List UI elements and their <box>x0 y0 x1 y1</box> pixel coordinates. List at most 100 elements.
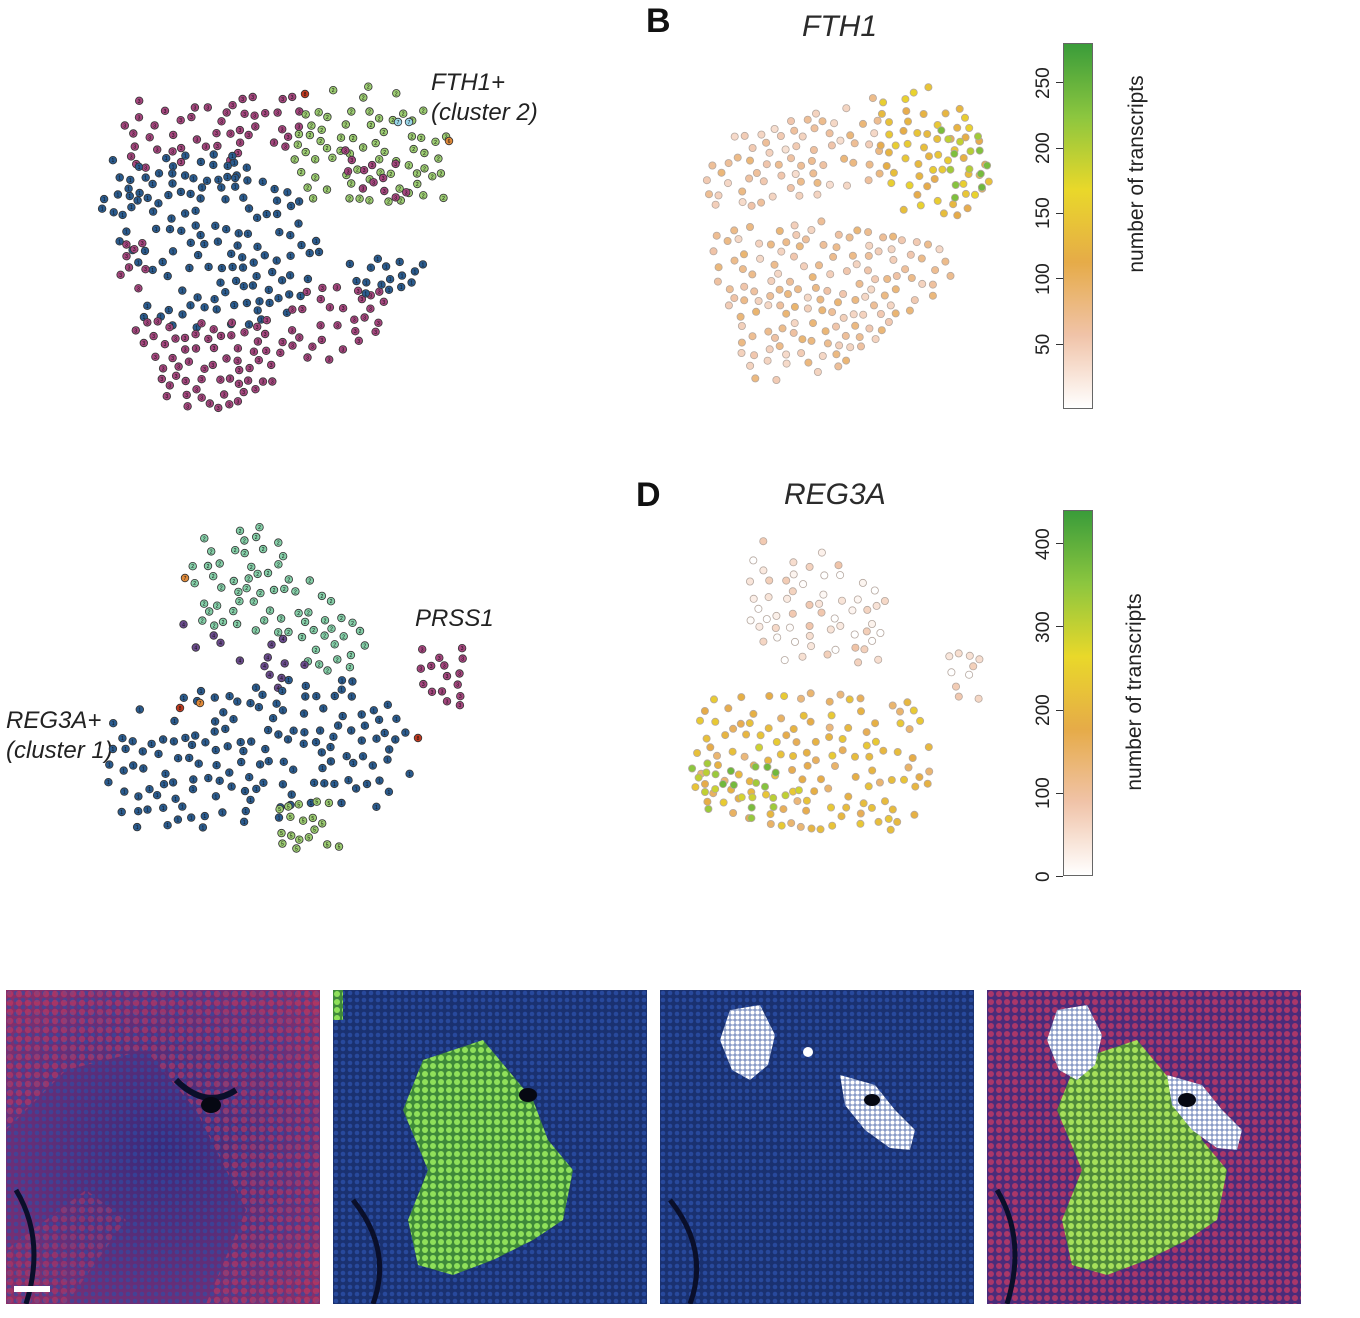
cluster-point <box>167 214 176 223</box>
expression-point <box>859 799 868 808</box>
cluster-point <box>258 690 267 699</box>
cluster-point-label: 1 <box>146 808 149 814</box>
expression-point <box>787 819 796 828</box>
cluster-point <box>453 680 462 689</box>
expression-point <box>827 803 836 812</box>
cluster-point <box>322 143 332 153</box>
cluster-point-label: 1 <box>192 176 195 182</box>
cluster-point <box>211 221 220 230</box>
cluster-point-label: 1 <box>108 763 111 769</box>
expression-point <box>706 743 715 752</box>
expression-point <box>817 548 826 557</box>
expression-point <box>742 730 751 739</box>
expression-point <box>844 723 853 732</box>
colorbar-d-tick: 200 <box>1033 694 1054 727</box>
cluster-point <box>214 175 223 184</box>
expression-point <box>734 235 743 244</box>
cluster-point <box>209 325 218 334</box>
expression-point <box>836 136 845 145</box>
expression-point <box>782 576 791 585</box>
expression-point <box>865 241 874 250</box>
cluster-point-label: 2 <box>442 196 445 202</box>
cluster-point-label: 3 <box>211 363 214 369</box>
cluster-point-label: 3 <box>208 402 211 408</box>
expression-point <box>752 168 761 177</box>
cluster-point <box>251 626 260 635</box>
expression-point <box>877 109 886 118</box>
cluster-point <box>200 534 209 543</box>
cluster-point <box>372 802 381 811</box>
expression-point <box>956 137 965 146</box>
cluster-point-label: 2 <box>362 146 365 152</box>
cluster-point-label: 1 <box>224 290 227 296</box>
cluster-point <box>108 155 118 165</box>
expression-point <box>971 190 980 199</box>
cluster-point <box>226 129 235 138</box>
colorbar-b-tick-mark <box>1056 82 1063 84</box>
cluster-point-label: 3 <box>195 387 198 393</box>
expression-point <box>804 358 813 367</box>
expression-point <box>876 141 885 150</box>
cluster-point-label: 1 <box>137 809 140 815</box>
cluster-point <box>391 159 400 169</box>
cluster-point-label: 3 <box>431 690 434 696</box>
cluster-point-label: 1 <box>275 702 278 708</box>
expression-point <box>879 98 888 107</box>
cluster-point <box>255 523 264 532</box>
expression-point <box>730 226 739 235</box>
expression-point <box>910 296 919 305</box>
cluster-point-label: 1 <box>370 266 373 272</box>
cluster-point-label: 1 <box>157 201 160 207</box>
cluster-point-label: 2 <box>238 599 241 605</box>
expression-point <box>953 123 962 132</box>
expression-point <box>766 820 775 829</box>
cluster-point <box>315 660 324 669</box>
cluster-point <box>168 162 178 171</box>
cluster-point-label: 2 <box>207 564 210 570</box>
cluster-point <box>152 791 162 800</box>
expression-point <box>725 285 734 294</box>
cluster-point-label: 2 <box>434 140 437 146</box>
cluster-point-label: 2 <box>232 579 235 585</box>
cluster-point <box>372 734 381 743</box>
cluster-point-label: 2 <box>250 565 253 571</box>
expression-point <box>800 262 809 271</box>
cluster-point-label: 1 <box>144 249 147 255</box>
cluster-point <box>223 742 232 751</box>
cluster-point-label: 2 <box>262 547 265 553</box>
cluster-point-label: 1 <box>169 227 172 233</box>
cluster-point <box>217 263 227 273</box>
cluster-point <box>316 295 325 304</box>
cluster-point-label: 1 <box>380 283 383 289</box>
expression-point <box>823 339 832 348</box>
cluster-point-label: 3 <box>264 332 267 338</box>
cluster-point <box>160 106 170 115</box>
cluster-point <box>153 317 162 326</box>
expression-point <box>897 236 906 245</box>
cluster-point-label: 2 <box>318 662 321 668</box>
cluster-point <box>347 107 356 116</box>
cluster-point-label: 2 <box>399 199 402 205</box>
cluster-point-label: 3 <box>203 367 206 373</box>
expression-point <box>719 798 728 807</box>
expression-point <box>880 597 889 606</box>
expression-point <box>781 145 790 154</box>
cluster-point-label: 3 <box>279 351 282 357</box>
cluster-point-label: 1 <box>155 227 158 233</box>
cluster-point <box>216 331 226 341</box>
cluster-point <box>288 305 297 314</box>
cluster-point <box>184 753 194 763</box>
cluster-point-label: 1 <box>124 747 127 753</box>
cluster-point <box>314 108 323 117</box>
cluster-point-label: 3 <box>223 393 226 399</box>
cluster-point-label: 1 <box>117 193 120 199</box>
cluster-point-label: 1 <box>165 156 168 162</box>
cluster-point-label: 3 <box>248 366 251 372</box>
cluster-point <box>278 125 287 134</box>
cluster-point <box>357 736 366 745</box>
expression-point <box>938 165 947 174</box>
expression-point <box>765 692 774 701</box>
cluster-point-label: 3 <box>213 346 216 352</box>
fth1-cluster-label: FTH1+ (cluster 2) <box>431 68 538 128</box>
micrograph-red-channel <box>6 990 320 1304</box>
